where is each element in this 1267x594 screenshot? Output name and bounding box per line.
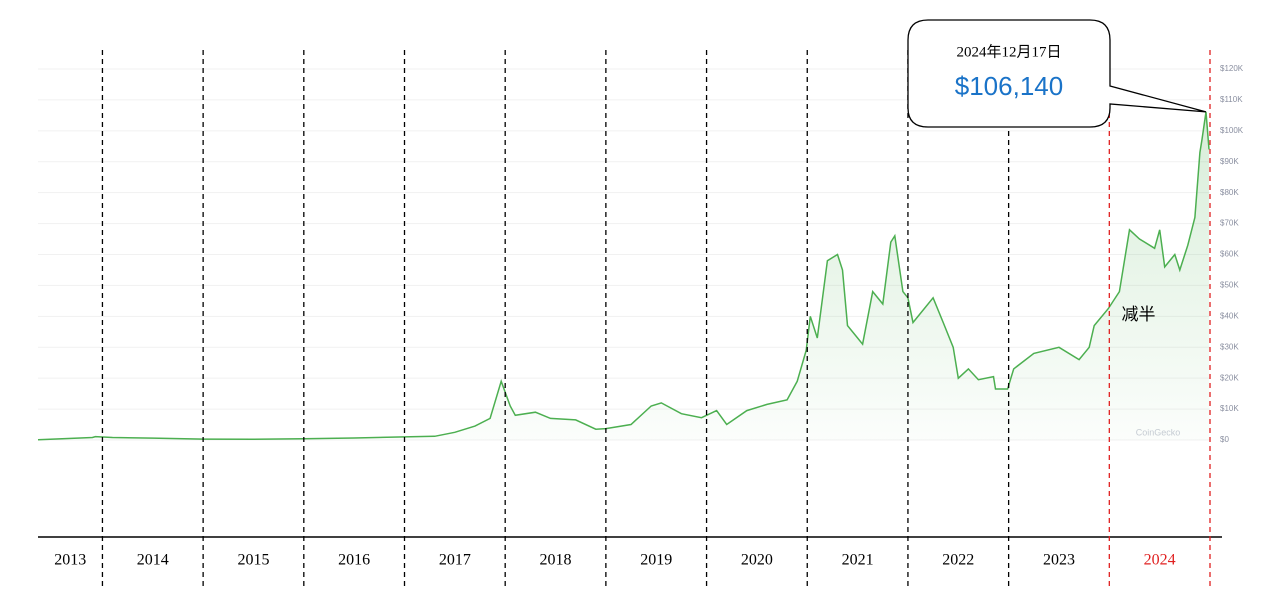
x-tick-label: 2021 — [842, 552, 874, 569]
y-tick-label: $110K — [1220, 95, 1243, 104]
y-tick-label: $60K — [1220, 250, 1239, 259]
price-line — [37, 111, 1210, 441]
x-tick-label: 2024 — [1144, 552, 1176, 569]
x-tick-label: 2022 — [942, 552, 974, 569]
y-tick-label: $80K — [1220, 188, 1239, 197]
x-tick-label: 2016 — [338, 552, 370, 569]
y-tick-label: $100K — [1220, 126, 1244, 135]
y-tick-label: $50K — [1220, 281, 1239, 290]
callout-date: 2024年12月17日 — [956, 43, 1061, 60]
y-tick-label: $120K — [1220, 64, 1244, 73]
x-tick-label: 2017 — [439, 552, 471, 569]
annotation: 减半 — [1122, 305, 1156, 324]
y-tick-label: $70K — [1220, 219, 1239, 228]
y-tick-label: $30K — [1220, 342, 1239, 351]
x-tick-label: 2013 — [54, 552, 86, 569]
x-tick-label: 2023 — [1043, 552, 1075, 569]
y-tick-label: $20K — [1220, 373, 1239, 382]
y-tick-label: $40K — [1220, 311, 1239, 320]
callout-value: $106,140 — [955, 71, 1063, 101]
y-tick-label: $10K — [1220, 404, 1239, 413]
area — [38, 111, 1209, 441]
x-tick-label: 2019 — [640, 552, 672, 569]
callout-bubble — [907, 19, 1207, 128]
y-tick-label: $0 — [1220, 435, 1229, 444]
y-tick-label: $90K — [1220, 157, 1239, 166]
x-tick-label: 2018 — [540, 552, 572, 569]
x-tick-label: 2015 — [237, 552, 269, 569]
x-tick-label: 2014 — [137, 552, 169, 569]
x-tick-label: 2020 — [741, 552, 773, 569]
